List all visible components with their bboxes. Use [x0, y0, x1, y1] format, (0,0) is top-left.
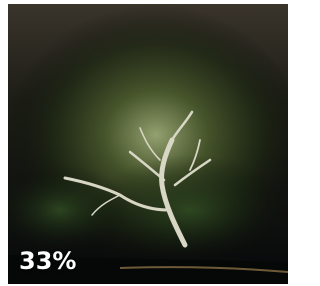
photo [0, 0, 290, 286]
percent-label: 33% [19, 247, 76, 275]
photo-tile: 33% [0, 0, 290, 286]
